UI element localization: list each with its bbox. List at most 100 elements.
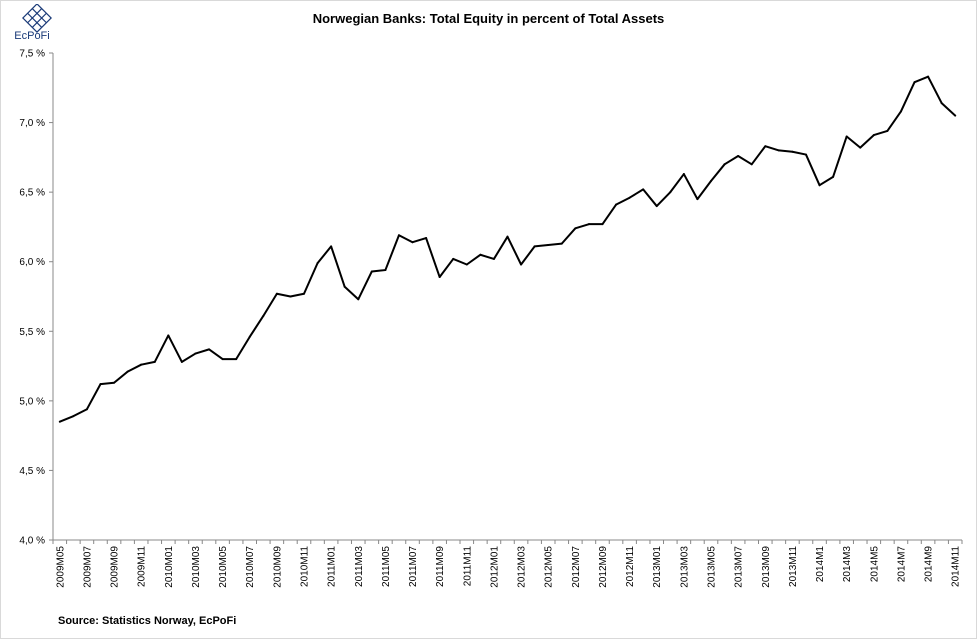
x-tick-label: 2013M11 (788, 546, 799, 587)
y-tick-label: 4,0 % (19, 536, 45, 547)
data-point (302, 292, 305, 295)
y-tick-label: 4,5 % (19, 466, 45, 477)
data-point (872, 134, 875, 137)
x-tick-label: 2014M7 (896, 546, 907, 583)
data-point (248, 335, 251, 338)
x-tick-label: 2011M03 (354, 546, 365, 587)
x-tick-label: 2010M03 (191, 546, 202, 588)
data-point (764, 145, 767, 148)
data-point (221, 358, 224, 361)
x-tick-label: 2010M07 (245, 546, 256, 588)
data-point (655, 205, 658, 208)
data-point (777, 149, 780, 152)
data-point (547, 244, 550, 247)
data-point (411, 241, 414, 244)
data-point (140, 363, 143, 366)
data-point (357, 298, 360, 301)
x-tick-label: 2010M11 (299, 546, 310, 587)
y-tick-label: 6,0 % (19, 257, 45, 268)
data-point (750, 163, 753, 166)
data-point (845, 135, 848, 138)
y-tick-label: 5,0 % (19, 396, 45, 407)
data-point (642, 188, 645, 191)
data-point (425, 237, 428, 240)
x-tick-label: 2012M05 (544, 546, 555, 588)
x-tick-label: 2012M07 (571, 546, 582, 588)
x-tick-label: 2013M03 (679, 546, 690, 588)
data-point (316, 262, 319, 265)
data-point (791, 150, 794, 153)
data-point (113, 381, 116, 384)
x-tick-label: 2011M05 (381, 546, 392, 587)
x-tick-label: 2012M11 (625, 546, 636, 587)
equity-ratio-line (59, 75, 956, 423)
x-tick-label: 2012M09 (598, 546, 609, 588)
data-point (601, 223, 604, 226)
data-point (153, 360, 156, 363)
data-point (275, 292, 278, 295)
data-point (384, 269, 387, 272)
x-tick-label: 2014M1 (815, 546, 826, 583)
y-tick-label: 5,5 % (19, 327, 45, 338)
data-point (465, 263, 468, 266)
x-tick-label: 2014M3 (842, 546, 853, 583)
data-point (587, 223, 590, 226)
x-tick-label: 2009M07 (82, 546, 93, 588)
data-point (954, 114, 957, 117)
x-tick-label: 2011M07 (408, 546, 419, 587)
y-tick-label: 6,5 % (19, 188, 45, 199)
x-tick-label: 2009M05 (55, 546, 66, 588)
data-point (669, 191, 672, 194)
data-point (710, 180, 713, 183)
logo-text: EcPoFi (14, 30, 50, 42)
data-point (126, 370, 129, 373)
data-point (180, 360, 183, 363)
x-tick-label: 2013M05 (707, 546, 718, 588)
x-tick-label: 2014M9 (924, 546, 935, 583)
data-point (262, 314, 265, 317)
data-point (370, 270, 373, 273)
data-point (506, 235, 509, 238)
data-point (696, 198, 699, 201)
chart-title: Norwegian Banks: Total Equity in percent… (312, 11, 665, 26)
data-point (99, 383, 102, 386)
x-tick-label: 2009M09 (110, 546, 121, 588)
x-tick-label: 2010M09 (272, 546, 283, 588)
x-tick-label: 2013M07 (734, 546, 745, 588)
data-point (560, 242, 563, 245)
data-point (913, 81, 916, 84)
data-point (452, 257, 455, 260)
data-point (533, 245, 536, 248)
data-point (194, 352, 197, 355)
data-point (85, 408, 88, 411)
data-point (330, 245, 333, 248)
data-point (438, 276, 441, 279)
data-point (927, 75, 930, 78)
data-point (818, 184, 821, 187)
data-point (859, 146, 862, 149)
x-tick-label: 2011M09 (435, 546, 446, 587)
data-point (167, 334, 170, 337)
data-point (832, 175, 835, 178)
data-point (520, 263, 523, 266)
x-tick-label: 2014M11 (951, 546, 962, 587)
x-tick-label: 2014M5 (869, 546, 880, 583)
data-point (208, 348, 211, 351)
data-point (886, 129, 889, 132)
x-tick-label: 2010M05 (218, 546, 229, 588)
y-tick-label: 7,5 % (19, 49, 45, 60)
data-point (72, 415, 75, 418)
y-tick-label: 7,0 % (19, 118, 45, 129)
data-point (235, 358, 238, 361)
data-point (574, 227, 577, 230)
x-tick-label: 2011M01 (327, 546, 338, 587)
data-point (397, 234, 400, 237)
ecpofi-logo-icon (22, 4, 52, 33)
data-point (343, 285, 346, 288)
data-point (899, 110, 902, 113)
source-note: Source: Statistics Norway, EcPoFi (58, 615, 237, 627)
data-point (737, 154, 740, 157)
x-tick-label: 2013M01 (652, 546, 663, 588)
x-tick-label: 2013M09 (761, 546, 772, 588)
